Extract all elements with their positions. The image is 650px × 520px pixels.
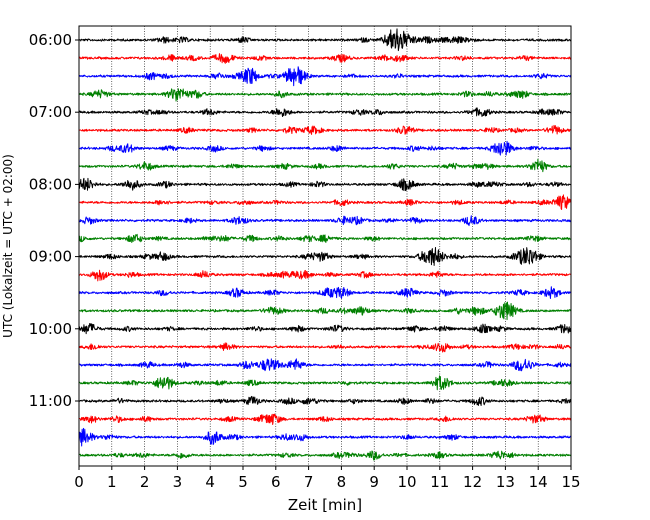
- seismogram-trace: [78, 194, 572, 210]
- plot-frame: [78, 25, 572, 467]
- seismogram-trace: [78, 88, 572, 102]
- seismogram-trace: [78, 358, 572, 372]
- y-axis-label: UTC (Lokalzeit = UTC + 02:00): [1, 154, 15, 338]
- x-tick-label: 3: [173, 473, 183, 491]
- y-tick-label: 08:00: [29, 175, 72, 193]
- x-tick-label: 11: [430, 473, 449, 491]
- seismogram-trace: [78, 124, 572, 135]
- x-tick-label: 12: [463, 473, 482, 491]
- seismogram-trace: [78, 233, 572, 244]
- seismogram-trace: [78, 28, 572, 52]
- x-tick-label: 10: [397, 473, 416, 491]
- seismogram-trace: [78, 413, 572, 425]
- seismogram-trace: [78, 395, 572, 406]
- y-tick-label: 09:00: [29, 248, 72, 266]
- seismogram-trace: [78, 53, 572, 64]
- y-axis-ticks: 06:00 07:00 08:00 09:00 10:00 11:00: [29, 31, 79, 410]
- seismogram-trace: [78, 322, 572, 335]
- seismogram-trace: [78, 177, 572, 192]
- x-tick-label: 6: [271, 473, 281, 491]
- x-axis-ticks: 0 1 2 3 4 5 6 7 8 9 10 11 12 13 14 15: [74, 466, 581, 491]
- x-axis-label: Zeit [min]: [288, 496, 362, 514]
- seismogram-trace: [78, 427, 572, 447]
- seismogram-traces: [78, 28, 572, 461]
- seismogram-trace: [78, 450, 572, 461]
- y-tick-label: 10:00: [29, 320, 72, 338]
- seismogram-trace: [78, 286, 572, 299]
- grid-lines: [111, 26, 539, 466]
- seismogram-trace: [78, 342, 572, 353]
- x-tick-label: 8: [337, 473, 347, 491]
- seismogram-trace: [78, 158, 572, 173]
- x-tick-label: 14: [529, 473, 548, 491]
- seismogram-trace: [78, 140, 572, 156]
- x-tick-label: 2: [140, 473, 150, 491]
- y-tick-label: 07:00: [29, 103, 72, 121]
- x-tick-label: 7: [304, 473, 314, 491]
- seismogram-trace: [78, 66, 572, 87]
- x-tick-label: 1: [107, 473, 117, 491]
- x-tick-label: 4: [205, 473, 215, 491]
- y-tick-label: 06:00: [29, 31, 72, 49]
- seismogram-trace: [78, 375, 572, 391]
- x-tick-label: 0: [74, 473, 84, 491]
- seismogram-trace: [78, 269, 572, 282]
- seismogram-trace: [78, 301, 572, 321]
- seismogram-trace: [78, 246, 572, 266]
- seismogram-trace: [78, 215, 572, 227]
- x-tick-label: 13: [496, 473, 515, 491]
- x-tick-label: 9: [369, 473, 379, 491]
- seismogram-trace: [78, 107, 572, 118]
- x-tick-label: 5: [238, 473, 248, 491]
- y-tick-label: 11:00: [29, 392, 72, 410]
- x-tick-label: 15: [561, 473, 580, 491]
